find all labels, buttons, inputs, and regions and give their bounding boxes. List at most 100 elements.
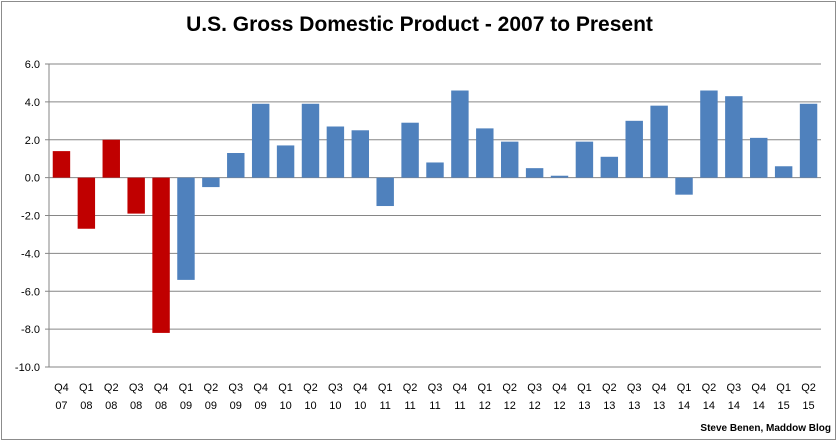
bar [700,90,718,178]
x-tick-label: Q1 [278,382,293,394]
y-tick-label: 4.0 [25,97,40,109]
bar [127,177,145,214]
x-tick-label: Q1 [776,382,791,394]
x-tick-label: 10 [354,400,366,412]
x-tick-label: 07 [55,400,67,412]
bar [202,177,220,188]
x-tick-label: Q2 [303,382,318,394]
y-tick-label: 6.0 [25,59,40,71]
x-tick-label: Q1 [577,382,592,394]
x-tick-label: Q4 [751,382,766,394]
x-tick-label: 14 [753,400,765,412]
y-tick-label: -8.0 [21,324,40,336]
x-tick-label: 09 [180,400,192,412]
chart-title: U.S. Gross Domestic Product - 2007 to Pr… [186,13,653,36]
x-tick-label: Q3 [527,382,542,394]
x-tick-label: Q3 [726,382,741,394]
bar [77,177,96,229]
x-tick-label: Q1 [477,382,492,394]
bar [426,162,444,178]
x-tick-label: 12 [528,400,540,412]
bar [227,153,245,178]
bar [550,175,569,178]
x-tick-label: 11 [404,400,415,412]
x-tick-label: Q4 [54,382,69,394]
x-tick-label: Q2 [801,382,816,394]
x-tick-label: Q2 [502,382,517,394]
x-tick-label: 09 [230,400,242,412]
bar [102,139,120,178]
x-tick-label: Q1 [677,382,692,394]
bar [52,151,71,178]
credit-label: Steve Benen, Maddow Blog [700,423,831,434]
x-tick-label: Q4 [253,382,268,394]
bar [799,103,818,178]
x-tick-label: Q4 [154,382,169,394]
x-tick-label: 15 [778,400,790,412]
bar [600,156,619,178]
bar [476,128,494,178]
x-tick-label: 13 [628,400,640,412]
x-tick-label: 11 [379,400,390,412]
x-tick-label: Q2 [104,382,119,394]
bar [725,96,743,178]
bar [152,177,170,333]
bar [525,168,544,178]
x-tick-label: Q2 [204,382,219,394]
x-tick-label: 08 [80,400,92,412]
x-tick-label: Q1 [179,382,194,394]
x-tick-label: Q3 [228,382,243,394]
x-tick-label: 14 [678,400,690,412]
x-tick-label: 12 [504,400,516,412]
x-tick-label: Q2 [702,382,717,394]
x-tick-label: 13 [603,400,615,412]
bar [451,90,469,178]
x-tick-label: 11 [429,400,440,412]
x-tick-label: 12 [553,400,565,412]
bar [301,103,320,178]
x-tick-label: 12 [479,400,491,412]
x-tick-label: Q4 [453,382,468,394]
x-tick-label: 14 [728,400,740,412]
y-tick-label: 2.0 [25,135,40,147]
x-tick-label: 10 [304,400,316,412]
bar [625,120,643,178]
x-tick-label: Q4 [652,382,667,394]
y-tick-label: 0.0 [25,173,40,185]
bar [650,105,668,178]
x-tick-label: 13 [578,400,590,412]
x-tick-label: 13 [653,400,665,412]
x-tick-label: Q3 [627,382,642,394]
x-tick-label: Q4 [552,382,567,394]
x-tick-label: 09 [255,400,267,412]
bar [276,145,295,178]
x-tick-label: Q1 [378,382,393,394]
x-tick-label: Q2 [602,382,617,394]
x-tick-label: Q1 [79,382,94,394]
x-tick-label: 08 [105,400,117,412]
y-tick-label: -4.0 [21,248,40,260]
bar [326,126,345,178]
x-tick-label: 09 [205,400,217,412]
bar [675,177,693,195]
x-tick-label: Q2 [403,382,418,394]
bar [500,141,519,178]
bar [251,103,270,178]
x-tick-label: Q4 [353,382,368,394]
x-tick-label: Q3 [328,382,343,394]
bar [575,141,594,178]
x-tick-label: 14 [703,400,715,412]
y-tick-label: -10.0 [15,362,40,374]
x-tick-label: 11 [454,400,465,412]
bar [376,177,394,207]
y-tick-label: -6.0 [21,286,40,298]
x-tick-label: Q3 [129,382,144,394]
bar [750,137,768,178]
x-tick-label: 08 [130,400,142,412]
x-tick-label: 08 [155,400,167,412]
bar [177,177,195,280]
x-tick-label: Q3 [428,382,443,394]
x-tick-label: 10 [329,400,341,412]
x-tick-label: 15 [802,400,814,412]
